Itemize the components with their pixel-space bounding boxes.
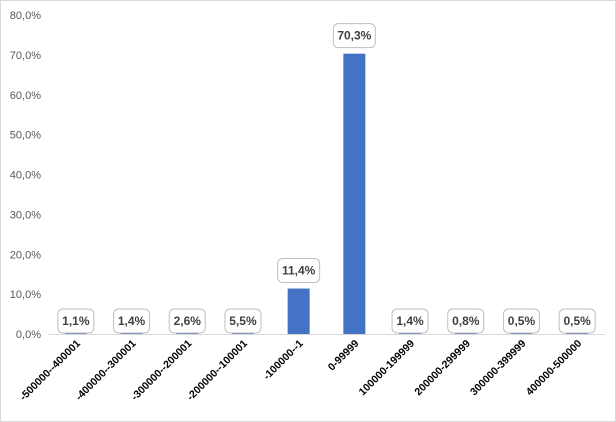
data-label: 70,3% — [337, 29, 371, 43]
bars — [64, 53, 589, 335]
y-tick-label: 30,0% — [10, 209, 41, 221]
y-tick-label: 70,0% — [10, 50, 41, 62]
x-tick-label: -100000--1 — [261, 338, 306, 383]
data-label: 0,5% — [563, 314, 591, 328]
x-tick-label: 200000-299999 — [412, 338, 473, 399]
x-tick-label: 100000-199999 — [357, 338, 418, 399]
x-tick-label: 0-99999 — [326, 338, 362, 374]
data-label: 0,8% — [452, 314, 480, 328]
x-tick-label: 300000-399999 — [468, 338, 529, 399]
data-label-box — [391, 308, 429, 334]
data-label-box — [57, 308, 95, 334]
y-axis-ticks: 0,0% 10,0% 20,0% 30,0% 40,0% 50,0% 60,0% 70,0% 8… — [10, 10, 41, 341]
data-label: 2,6% — [174, 314, 202, 328]
data-label: 1,4% — [118, 314, 146, 328]
data-label-box — [502, 308, 540, 334]
data-label-box — [277, 258, 321, 284]
data-label: 5,5% — [229, 314, 257, 328]
data-label: 1,1% — [62, 314, 90, 328]
data-label: 11,4% — [282, 264, 316, 278]
x-tick-label: 400000-500000 — [524, 338, 585, 399]
y-tick-label: 50,0% — [10, 130, 41, 142]
y-tick-label: 60,0% — [10, 90, 41, 102]
bar — [287, 288, 310, 334]
data-label: 1,4% — [396, 314, 424, 328]
y-tick-label: 20,0% — [10, 249, 41, 261]
y-tick-label: 0,0% — [16, 329, 41, 341]
data-label-box — [447, 308, 485, 334]
data-label: 0,5% — [508, 314, 536, 328]
data-label-box — [224, 308, 262, 334]
y-tick-label: 10,0% — [10, 289, 41, 301]
data-label-box — [168, 308, 206, 334]
data-label-box — [113, 308, 151, 334]
data-label-box — [332, 23, 376, 49]
x-tick-label: -200000--100001 — [185, 338, 251, 404]
data-label-callouts: 1,1% 1,4% 2,6% 5,5% 11,4% 70,3% 1,4% 0,8% 0,5% 0,… — [57, 23, 596, 334]
x-axis-ticks: -500000--400001-400000--300001-300000--2… — [18, 338, 585, 404]
y-tick-label: 40,0% — [10, 170, 41, 182]
bar — [343, 53, 366, 335]
y-tick-label: 80,0% — [10, 10, 41, 22]
data-label-box — [558, 308, 596, 334]
